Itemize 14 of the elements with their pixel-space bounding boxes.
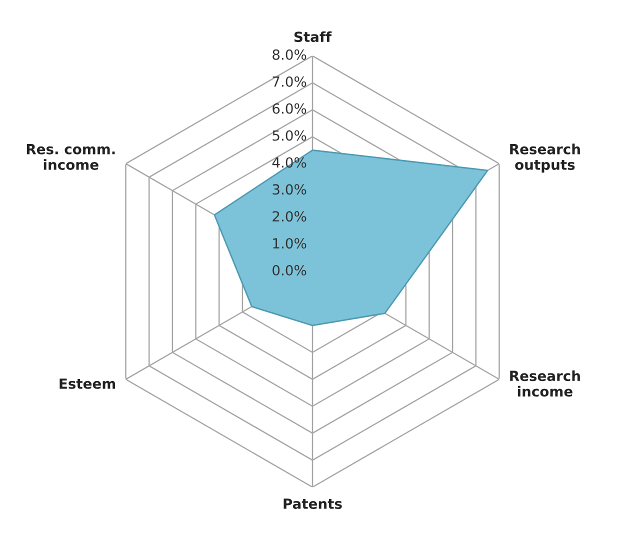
spoke-label: Staff xyxy=(294,31,332,42)
spoke-label: Research outputs xyxy=(510,144,580,173)
y-tick-label: 7.0% xyxy=(272,76,306,87)
spoke-label: Research income xyxy=(510,370,580,397)
y-tick-label: 0.0% xyxy=(272,265,306,276)
y-tick-label: 3.0% xyxy=(272,184,306,195)
y-tick-label: 2.0% xyxy=(272,211,306,222)
spoke-label: Patents xyxy=(284,498,342,509)
y-tick-label: 1.0% xyxy=(273,238,306,249)
y-tick-label: 8.0% xyxy=(272,49,306,60)
spoke-label: Esteem xyxy=(60,378,116,389)
y-tick-label: 5.0% xyxy=(272,130,306,141)
y-tick-label: 6.0% xyxy=(272,103,306,114)
spoke-label: Res. comm. income xyxy=(26,144,115,170)
